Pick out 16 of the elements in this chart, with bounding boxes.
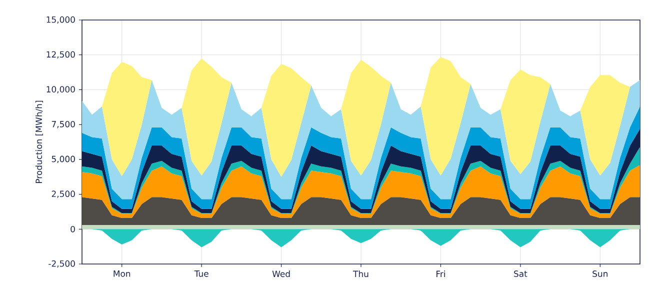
y-tick-label: 5,000 [52, 156, 75, 164]
x-tick-label: Mon [114, 270, 130, 277]
y-tick-label: 12,500 [46, 51, 75, 58]
x-tick-label: Sun [592, 270, 608, 277]
x-tick-label: Thu [353, 270, 368, 278]
y-tick-label: -2,500 [48, 260, 75, 268]
x-tick-label: Sat [514, 270, 528, 277]
x-tick-label: Tue [194, 270, 208, 277]
y-tick-label: 10,000 [46, 86, 75, 94]
x-tick-label: Wed [272, 270, 290, 278]
y-tick-label: 7,500 [52, 120, 75, 128]
y-tick-label: 0 [70, 226, 75, 232]
y-axis-title: Production [MWh/h] [35, 100, 43, 183]
y-tick-label: 2,500 [52, 190, 75, 198]
y-tick-label: 15,000 [46, 16, 75, 24]
x-tick-label: Fri [436, 270, 445, 277]
